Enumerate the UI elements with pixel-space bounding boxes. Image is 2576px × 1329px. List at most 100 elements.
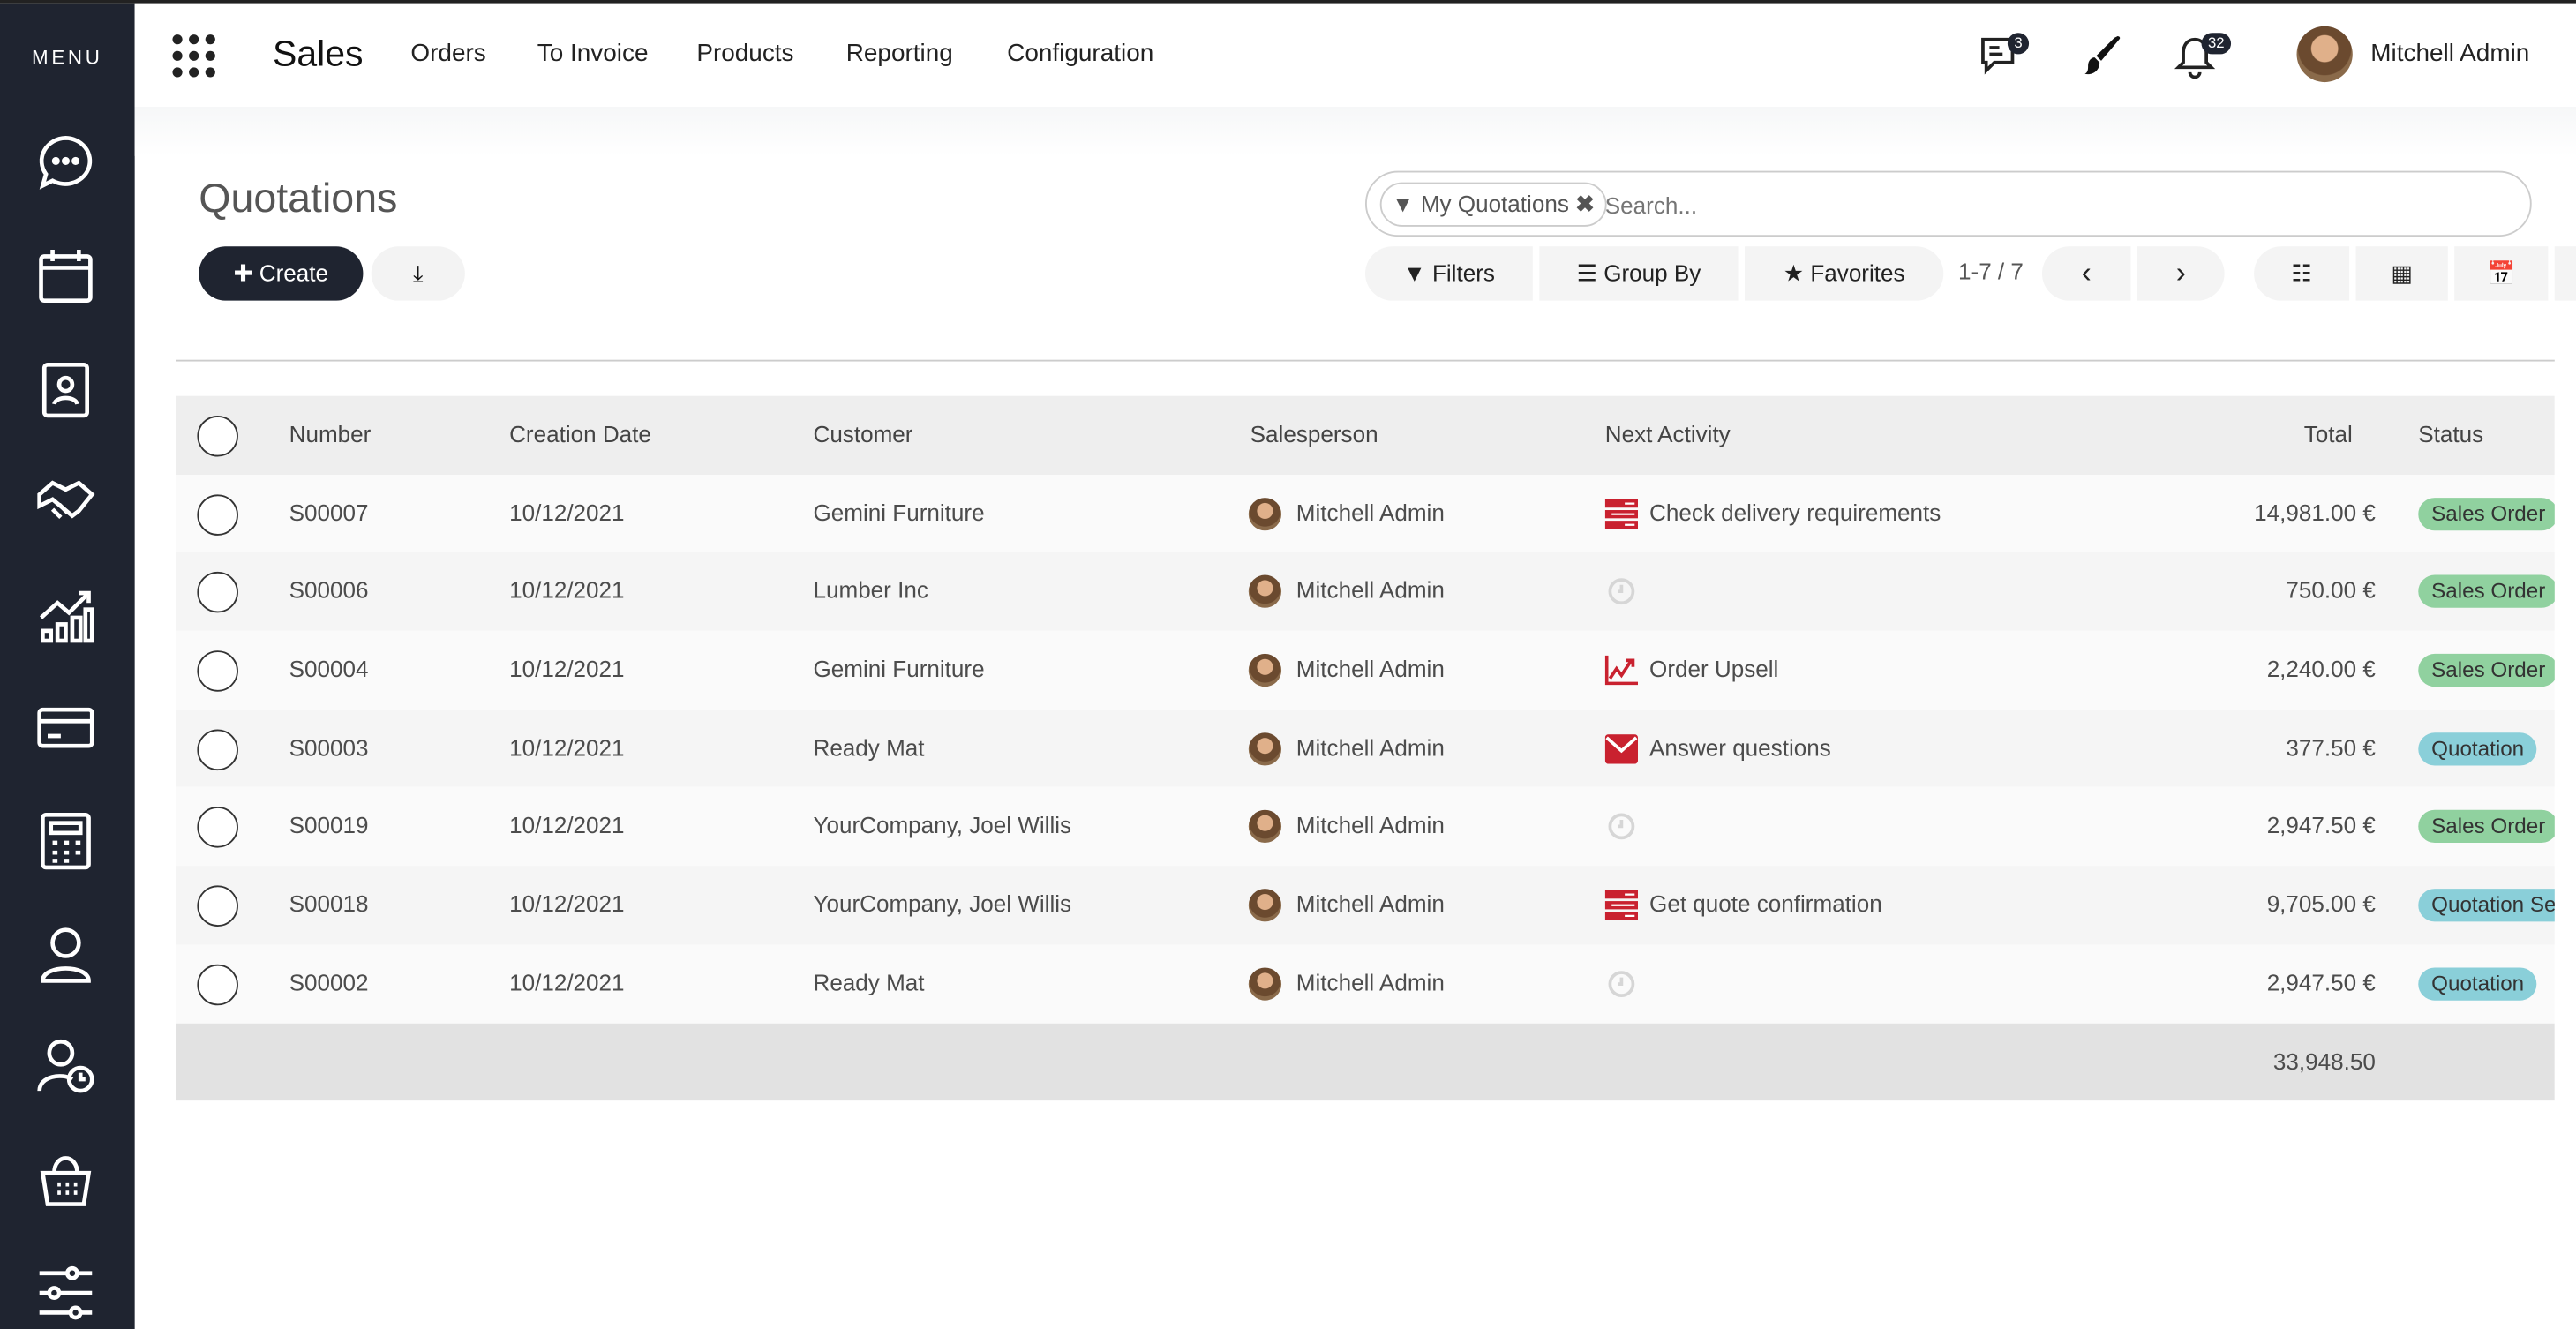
time-off-icon[interactable] <box>36 1037 95 1096</box>
table-row[interactable]: S00002 10/12/2021 Ready Mat Mitchell Adm… <box>176 944 2555 1023</box>
tasks-activity-icon[interactable] <box>1604 499 1639 529</box>
header-total[interactable]: Total <box>2303 420 2353 447</box>
row-checkbox[interactable] <box>197 964 238 1005</box>
creation-date: 10/12/2021 <box>509 968 625 995</box>
create-label: Create <box>259 259 329 286</box>
creation-date: 10/12/2021 <box>509 499 625 526</box>
row-checkbox[interactable] <box>197 885 238 927</box>
download-icon: ⤓ <box>412 259 424 286</box>
control-panel-shade <box>134 107 2576 156</box>
employees-icon[interactable] <box>36 925 95 984</box>
export-button[interactable]: ⤓ <box>371 246 465 301</box>
creation-date: 10/12/2021 <box>509 655 625 682</box>
total-amount: 2,947.50 € <box>2266 968 2376 995</box>
favorites-button[interactable]: ★ Favorites <box>1745 246 1944 301</box>
sales-chart-icon[interactable] <box>36 585 95 644</box>
chevron-right-icon: › <box>2175 256 2186 289</box>
settings-sliders-icon[interactable] <box>36 1264 95 1323</box>
total-amount: 750.00 € <box>2286 577 2376 604</box>
header-next-activity[interactable]: Next Activity <box>1604 420 1731 447</box>
header-salesperson[interactable]: Salesperson <box>1250 420 1378 447</box>
calendar-view-button[interactable]: 📅 <box>2454 246 2549 301</box>
footer-total: 33,948.50 <box>2272 1047 2376 1074</box>
point-of-sale-basket-icon[interactable] <box>36 1150 95 1209</box>
app-grid-icon[interactable] <box>171 33 217 79</box>
kanban-view-button[interactable]: ▦ <box>2355 246 2448 301</box>
salesperson: Mitchell Admin <box>1296 655 1445 682</box>
window-top-border <box>0 0 2576 4</box>
salesperson-avatar <box>1248 810 1282 844</box>
order-number: S00003 <box>289 733 369 761</box>
filters-button[interactable]: ▼ Filters <box>1364 246 1533 301</box>
star-icon: ★ <box>1783 259 1805 286</box>
group-by-button[interactable]: ☰ Group By <box>1539 246 1739 301</box>
tasks-activity-icon[interactable] <box>1604 890 1639 920</box>
header-creation-date[interactable]: Creation Date <box>509 420 651 447</box>
invoicing-card-icon[interactable] <box>36 698 95 757</box>
table-row[interactable]: S00019 10/12/2021 YourCompany, Joel Will… <box>176 787 2555 867</box>
accounting-calculator-icon[interactable] <box>36 812 95 871</box>
menu-label[interactable]: MENU <box>31 46 103 70</box>
clock-activity-icon[interactable] <box>1605 812 1638 842</box>
menu-reporting[interactable]: Reporting <box>845 39 953 68</box>
order-number: S00007 <box>289 499 369 526</box>
menu-configuration[interactable]: Configuration <box>1007 39 1154 68</box>
envelope-activity-icon[interactable] <box>1604 733 1639 764</box>
header-status[interactable]: Status <box>2418 420 2484 447</box>
table-header: Number Creation Date Customer Salesperso… <box>176 395 2555 475</box>
pager-previous-button[interactable]: ‹ <box>2041 246 2131 301</box>
order-number: S00006 <box>289 577 369 604</box>
paintbrush-icon[interactable] <box>2078 33 2124 79</box>
menu-to-invoice[interactable]: To Invoice <box>537 39 649 68</box>
table-row[interactable]: S00003 10/12/2021 Ready Mat Mitchell Adm… <box>176 709 2555 788</box>
user-menu[interactable]: Mitchell Admin <box>2370 39 2530 68</box>
salesperson-avatar <box>1248 575 1282 609</box>
status-badge: Quotation Sent <box>2418 889 2555 922</box>
list-view-button[interactable]: ☷ <box>2254 246 2350 301</box>
header-customer[interactable]: Customer <box>813 420 913 447</box>
calendar-icon: 📅 <box>2487 259 2516 286</box>
app-brand[interactable]: Sales <box>273 33 364 74</box>
crm-handshake-icon[interactable] <box>36 471 95 530</box>
row-checkbox[interactable] <box>197 493 238 536</box>
status-badge: Sales Order <box>2418 575 2555 609</box>
select-all-checkbox[interactable] <box>197 415 238 457</box>
header-number[interactable]: Number <box>289 420 372 447</box>
row-checkbox[interactable] <box>197 729 238 770</box>
customer: YourCompany, Joel Willis <box>813 890 1072 918</box>
user-avatar[interactable] <box>2296 26 2353 83</box>
row-checkbox[interactable] <box>197 650 238 692</box>
clock-activity-icon[interactable] <box>1605 969 1638 999</box>
row-checkbox[interactable] <box>197 572 238 614</box>
next-activity: Answer questions <box>1649 733 1831 761</box>
plus-icon: ✚ <box>233 259 253 286</box>
calendar-icon[interactable] <box>36 246 95 305</box>
discuss-icon[interactable] <box>36 133 95 192</box>
top-navbar: Sales Orders To Invoice Products Reporti… <box>134 3 2576 108</box>
sidebar: MENU <box>0 3 135 1329</box>
creation-date: 10/12/2021 <box>509 577 625 604</box>
pager-next-button[interactable]: › <box>2137 246 2225 301</box>
table-row[interactable]: S00006 10/12/2021 Lumber Inc Mitchell Ad… <box>176 552 2555 631</box>
table-row[interactable]: S00007 10/12/2021 Gemini Furniture Mitch… <box>176 474 2555 553</box>
next-activity: Check delivery requirements <box>1649 499 1941 526</box>
order-number: S00004 <box>289 655 369 682</box>
remove-facet-icon[interactable]: ✖ <box>1575 190 1595 217</box>
chart-activity-icon[interactable] <box>1604 655 1639 686</box>
menu-products[interactable]: Products <box>696 39 794 68</box>
row-checkbox[interactable] <box>197 807 238 849</box>
total-amount: 2,240.00 € <box>2266 655 2376 682</box>
kanban-icon: ▦ <box>2391 259 2413 286</box>
clock-activity-icon[interactable] <box>1605 577 1638 607</box>
more-views-button[interactable] <box>2554 246 2576 301</box>
status-badge: Sales Order <box>2418 810 2555 844</box>
pager-value[interactable]: 1-7 / 7 <box>1958 258 2024 285</box>
contacts-icon[interactable] <box>36 360 95 419</box>
search-input[interactable] <box>1604 191 2427 219</box>
salesperson-avatar <box>1248 889 1282 922</box>
table-row[interactable]: S00018 10/12/2021 YourCompany, Joel Will… <box>176 866 2555 945</box>
create-button[interactable]: ✚ Create <box>199 246 364 301</box>
menu-orders[interactable]: Orders <box>410 39 486 68</box>
customer: YourCompany, Joel Willis <box>813 812 1072 839</box>
table-row[interactable]: S00004 10/12/2021 Gemini Furniture Mitch… <box>176 630 2555 710</box>
